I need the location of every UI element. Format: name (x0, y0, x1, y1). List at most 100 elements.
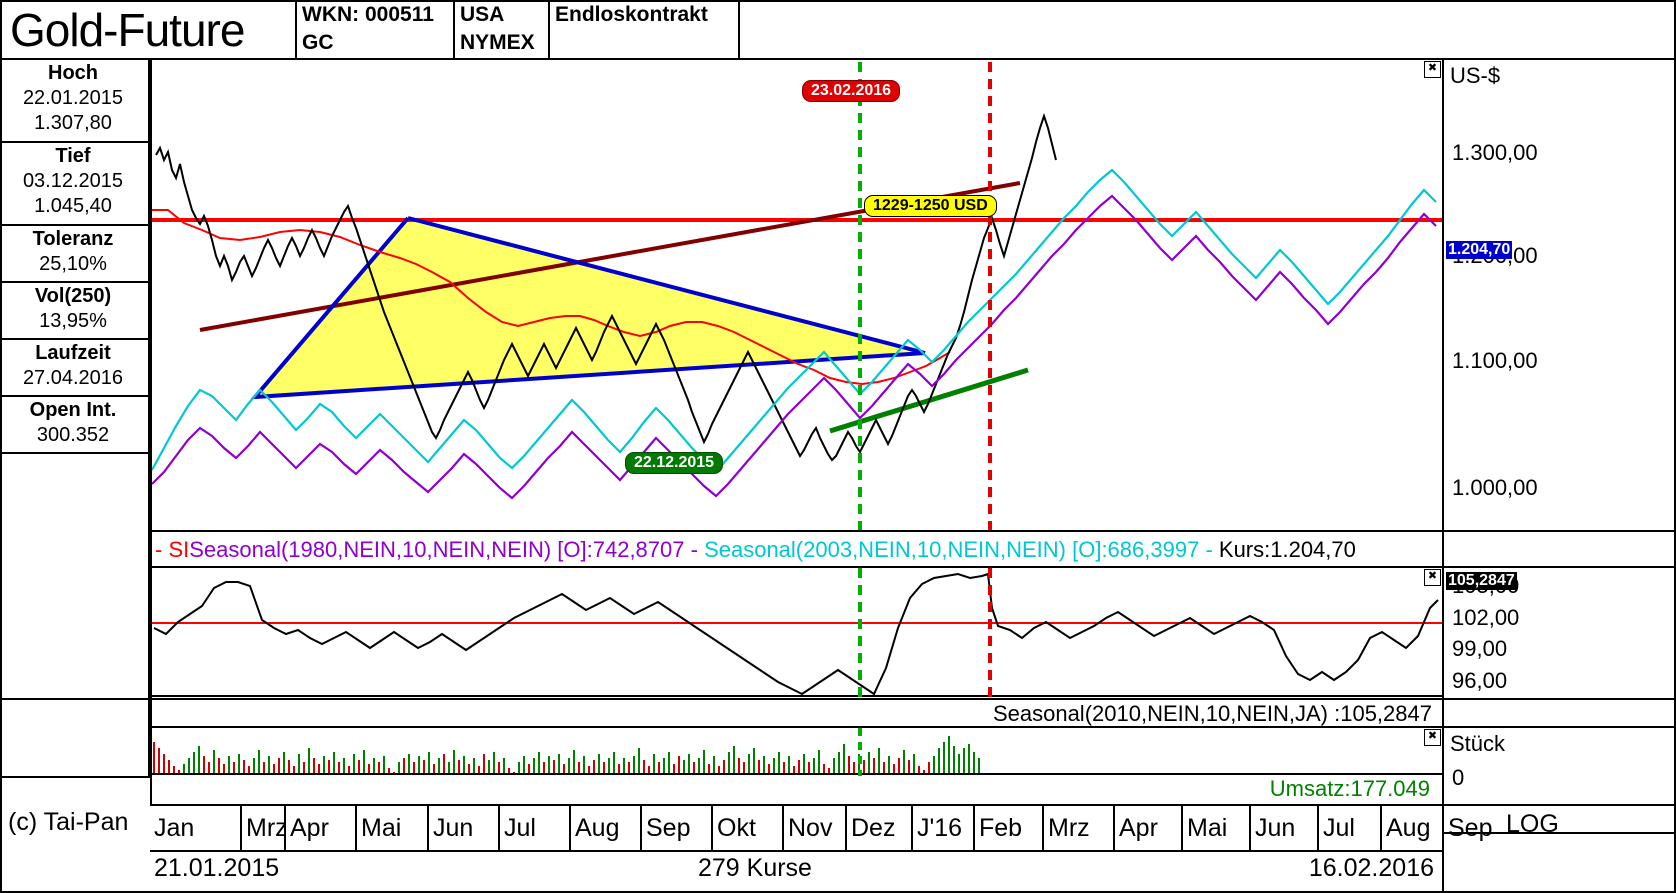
price-zone-tag[interactable]: 1229-1250 USD (864, 195, 997, 217)
time-axis-month: Apr (286, 806, 357, 850)
price-legend-row: - SISeasonal(1980,NEIN,10,NEIN,NEIN) [O]… (150, 532, 1442, 568)
marker-tag-red[interactable]: 23.02.2016 (802, 80, 901, 102)
time-axis-month: Mrz (1044, 806, 1115, 850)
price-axis-tick: 1.100,00 (1452, 348, 1538, 373)
indicator-legend-axis-cell (1444, 698, 1674, 728)
time-axis-month: Nov (784, 806, 847, 850)
info-block-laufzeit: Laufzeit 27.04.2016 (2, 340, 148, 397)
time-axis-month: Jan (150, 806, 242, 850)
contract-cell: Endloskontrakt (548, 2, 738, 60)
info-value-1: 25,10% (39, 253, 107, 275)
info-label: Vol(250) (34, 285, 112, 307)
time-axis-month: J'16 (913, 806, 975, 850)
indicator-chart-svg (150, 568, 1442, 698)
time-axis-month: Aug (1382, 806, 1444, 850)
volume-legend: Umsatz:177.049 (1269, 776, 1430, 801)
legend-seasonal-1980: Seasonal(1980,NEIN,10,NEIN,NEIN) [O]:742… (189, 537, 685, 562)
bar-count-label: 279 Kurse (698, 854, 812, 882)
time-axis-month: Sep (1448, 814, 1493, 842)
legend-prefix: - SI (155, 537, 190, 562)
price-axis-tick: 1.300,00 (1452, 140, 1538, 165)
price-chart-panel[interactable]: ✖ 23.02.2016 22.12.2015 1229-1250 USD (150, 60, 1442, 532)
close-icon[interactable]: ✖ (1424, 569, 1441, 586)
copyright-label: (c) Tai-Pan (8, 808, 129, 836)
volume-axis-tick: 0 (1452, 765, 1465, 790)
end-date-label: 16.02.2016 (1308, 854, 1434, 882)
info-block-openint: Open Int. 300.352 (2, 397, 148, 454)
triangle-fill (255, 218, 925, 397)
info-spacer-2 (2, 700, 148, 778)
chart-header: Gold-Future WKN: 000511 GC USA NYMEX End… (2, 2, 1674, 60)
time-axis-month: Aug (571, 806, 642, 850)
volume-panel[interactable]: ✖ (150, 728, 1442, 776)
price-chart-svg (150, 62, 1442, 530)
symbol-label: GC (302, 31, 334, 54)
indicator-panel[interactable]: ✖ (150, 568, 1442, 698)
volume-bars (153, 736, 980, 774)
time-axis-month: Mai (357, 806, 429, 850)
info-label: Open Int. (29, 399, 117, 421)
info-value-2: 1.307,80 (34, 112, 112, 134)
indicator-axis-tick: 96,00 (1452, 668, 1508, 693)
wkn-label: WKN: 000511 (302, 3, 434, 26)
seasonal-1980-line (151, 194, 1437, 500)
price-legend: - SISeasonal(1980,NEIN,10,NEIN,NEIN) [O]… (155, 537, 1356, 563)
indicator-legend: Seasonal(2010,NEIN,10,NEIN,JA) :105,2847 (992, 701, 1432, 726)
volume-chart-svg (150, 728, 1442, 776)
info-block-toleranz: Toleranz 25,10% (2, 226, 148, 283)
legend-kurs: Kurs:1.204,70 (1218, 537, 1356, 562)
info-block-hoch: Hoch 22.01.2015 1.307,80 (2, 60, 148, 143)
legend-seasonal-2003: Seasonal(2003,NEIN,10,NEIN,NEIN) [O]:686… (704, 537, 1200, 562)
info-value-1: 27.04.2016 (22, 367, 124, 389)
time-axis[interactable]: Jan Mrz Apr Mai Jun Jul Aug Sep Okt Nov … (150, 804, 1492, 852)
seasonal-2003-line (151, 168, 1437, 474)
indicator-axis-tick: 99,00 (1452, 636, 1508, 661)
time-axis-month: Dez (847, 806, 913, 850)
scale-mode-cell[interactable]: LOG (1442, 804, 1674, 852)
indicator-axis: 105,00 102,00 99,00 96,00 105,2847 (1444, 568, 1674, 698)
time-axis-month: Sep (642, 806, 713, 850)
info-label: Toleranz (32, 228, 114, 250)
info-value-1: 03.12.2015 (22, 170, 124, 192)
exchange-cell: USA NYMEX (453, 2, 548, 60)
time-axis-month: Jul (1319, 806, 1382, 850)
info-label: Hoch (48, 62, 98, 84)
country-label: USA (460, 3, 505, 26)
info-value-1: 22.01.2015 (22, 87, 124, 109)
price-legend-axis-cell (1444, 532, 1674, 568)
time-axis-month: Jul (500, 806, 571, 850)
close-icon[interactable]: ✖ (1424, 61, 1441, 78)
indicator-legend-row: Seasonal(2010,NEIN,10,NEIN,JA) :105,2847 (150, 698, 1442, 728)
header-divider (738, 2, 740, 60)
info-value-1: 300.352 (36, 424, 110, 446)
time-axis-month: Mrz (242, 806, 286, 850)
start-date-label: 21.01.2015 (154, 854, 280, 882)
time-axis-month: Okt (713, 806, 784, 850)
price-axis-unit: US-$ (1450, 63, 1501, 88)
price-axis: US-$ 1.300,00 1.200,00 1.100,00 1.000,00… (1444, 60, 1674, 532)
info-block-vol: Vol(250) 13,95% (2, 283, 148, 340)
chart-left-border (150, 60, 152, 804)
instrument-title: Gold-Future (10, 4, 245, 56)
price-axis-tick: 1.000,00 (1452, 475, 1538, 500)
info-value-2: 1.045,40 (34, 195, 112, 217)
time-axis-month: Mai (1183, 806, 1251, 850)
info-label: Laufzeit (35, 342, 111, 364)
info-label: Tief (55, 145, 91, 167)
info-spacer-1 (2, 454, 148, 700)
wkn-cell: WKN: 000511 GC (295, 2, 453, 60)
date-range-row: 21.01.2015 279 Kurse 16.02.2016 (150, 852, 1442, 891)
marker-tag-green[interactable]: 22.12.2015 (625, 452, 724, 474)
time-axis-month: Jun (1251, 806, 1319, 850)
current-indicator-badge: 105,2847 (1446, 572, 1517, 590)
volume-axis: Stück 0 (1444, 728, 1674, 834)
info-block-tief: Tief 03.12.2015 1.045,40 (2, 143, 148, 226)
price-series-line (155, 112, 1057, 462)
close-icon[interactable]: ✖ (1424, 729, 1441, 746)
moving-average-line (150, 209, 951, 386)
time-axis-month: Feb (975, 806, 1044, 850)
exchange-label: NYMEX (460, 31, 535, 54)
info-value-1: 13,95% (39, 310, 107, 332)
indicator-series-line (153, 572, 1439, 696)
